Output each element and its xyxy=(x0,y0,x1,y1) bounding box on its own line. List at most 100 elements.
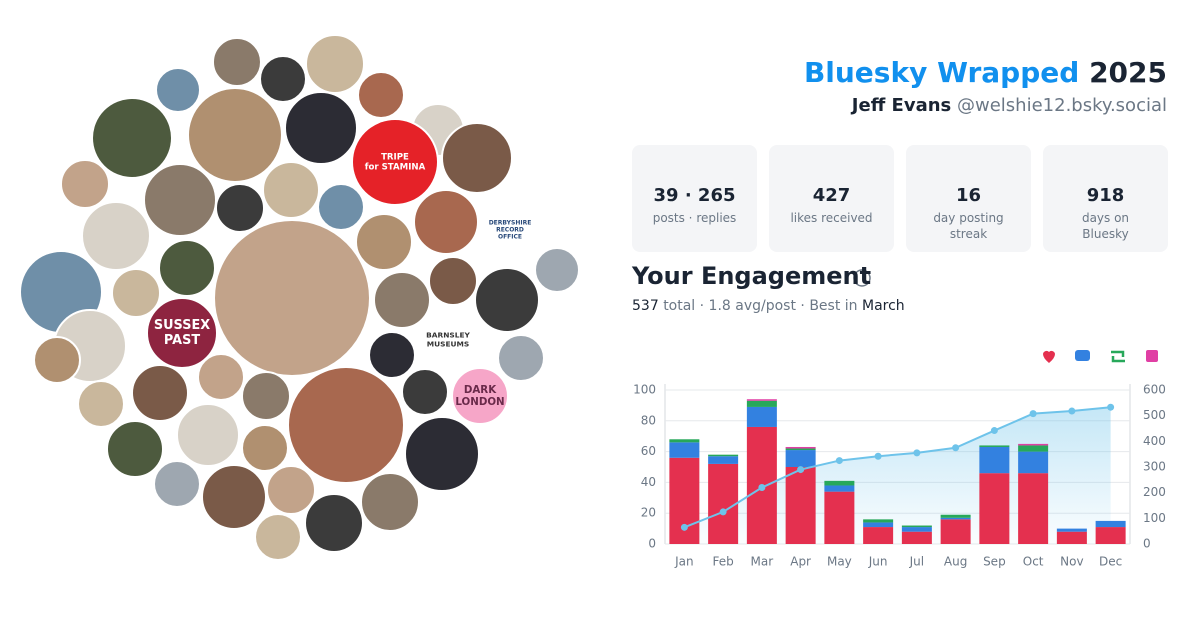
avatar[interactable] xyxy=(241,371,291,421)
y2-tick-label: 0 xyxy=(1143,537,1151,551)
avatar[interactable] xyxy=(81,201,151,271)
avatar[interactable] xyxy=(254,513,302,561)
avatar[interactable] xyxy=(77,380,125,428)
avatar[interactable] xyxy=(404,416,480,492)
avatar[interactable] xyxy=(259,55,307,103)
avatar[interactable] xyxy=(497,334,545,382)
avatar[interactable] xyxy=(284,91,358,165)
avatar[interactable] xyxy=(489,209,531,251)
avatar-text: OFFICE xyxy=(498,233,522,240)
avatar[interactable] xyxy=(305,34,365,94)
avatar-text: DERBYSHIRE xyxy=(489,220,532,227)
avatar[interactable] xyxy=(176,403,240,467)
avatar[interactable] xyxy=(60,159,110,209)
legend xyxy=(1043,350,1158,363)
bar-segment xyxy=(901,527,932,532)
bar-segment xyxy=(1056,531,1087,544)
avatar[interactable] xyxy=(212,37,262,87)
line-dot xyxy=(990,427,998,435)
bar-segment xyxy=(708,456,739,464)
avatar[interactable] xyxy=(187,87,283,183)
avatar[interactable] xyxy=(143,163,217,237)
line-dot xyxy=(1068,407,1076,415)
legend-like[interactable] xyxy=(1043,350,1055,363)
bar-segment xyxy=(901,531,932,544)
y2-tick-label: 500 xyxy=(1143,408,1166,422)
bar-segment xyxy=(863,522,894,528)
best-month: March xyxy=(862,298,905,314)
stat-value: 16 xyxy=(955,185,982,206)
avatar-text: BARNSLEY xyxy=(426,331,470,340)
avatar[interactable] xyxy=(287,366,405,484)
summary: total · 1.8 avg/post · Best in xyxy=(663,298,858,314)
x-tick-label: May xyxy=(827,555,852,569)
bar-segment xyxy=(1095,520,1126,528)
avatar[interactable] xyxy=(534,247,580,293)
avatar[interactable] xyxy=(215,183,265,233)
stat-card: 427 likes received xyxy=(769,145,894,252)
avatar[interactable] xyxy=(304,493,364,553)
line-dot xyxy=(874,452,882,460)
avatar[interactable] xyxy=(360,472,420,532)
avatar[interactable] xyxy=(213,219,371,377)
x-tick-label: Jul xyxy=(909,555,924,569)
bar-segment xyxy=(979,446,1010,474)
line-dot xyxy=(913,449,921,457)
avatar[interactable] xyxy=(197,353,245,401)
engagement-summary: 537 total · 1.8 avg/post · Best in March xyxy=(632,298,905,314)
stat-value: 39 · 265 xyxy=(653,185,736,206)
avatar[interactable] xyxy=(155,67,201,113)
avatar[interactable] xyxy=(373,271,431,329)
bar-segment xyxy=(746,399,777,401)
bar-segment xyxy=(669,439,700,443)
bar-segment xyxy=(785,446,816,449)
avatar[interactable] xyxy=(317,183,365,231)
avatar[interactable] xyxy=(474,267,540,333)
title: Bluesky Wrapped 2025 xyxy=(804,56,1167,89)
legend-reply[interactable] xyxy=(1075,350,1090,361)
avatar[interactable] xyxy=(153,460,201,508)
stat-label: posts · replies xyxy=(652,211,737,225)
avatar[interactable] xyxy=(420,312,476,368)
y-tick-label: 100 xyxy=(633,383,656,397)
avatar[interactable] xyxy=(158,239,216,297)
bar-segment xyxy=(746,406,777,427)
avatar[interactable] xyxy=(266,465,316,515)
stat-label: day posting streak xyxy=(933,211,1004,241)
avatar[interactable] xyxy=(106,420,164,478)
stat-label: likes received xyxy=(790,211,873,225)
bar-segment xyxy=(1095,527,1126,544)
x-tick-label: Aug xyxy=(944,555,967,569)
bar-segment xyxy=(785,467,816,544)
line-dot xyxy=(719,508,727,516)
avatar[interactable] xyxy=(201,464,267,530)
avatar[interactable] xyxy=(368,331,416,379)
bar-segment xyxy=(1056,528,1087,532)
avatar-text: PAST xyxy=(164,333,200,348)
info-icon[interactable] xyxy=(853,269,871,287)
avatar[interactable] xyxy=(357,71,405,119)
avatar[interactable] xyxy=(413,189,479,255)
avatar[interactable] xyxy=(111,268,161,318)
avatar-text: RECORD xyxy=(496,227,524,234)
avatar[interactable] xyxy=(91,97,173,179)
avatar[interactable] xyxy=(146,297,218,369)
bar-segment xyxy=(824,480,855,486)
avatar[interactable] xyxy=(441,122,513,194)
avatar[interactable] xyxy=(33,336,81,384)
avatar[interactable] xyxy=(262,161,320,219)
total: 537 xyxy=(632,298,659,314)
avatar[interactable] xyxy=(131,364,189,422)
avatar[interactable] xyxy=(451,367,509,425)
legend-repost[interactable] xyxy=(1111,350,1125,363)
brand: Bluesky Wrapped xyxy=(803,56,1080,89)
avatar[interactable] xyxy=(241,424,289,472)
avatar[interactable] xyxy=(351,118,439,206)
legend-quote[interactable] xyxy=(1146,350,1158,362)
line-dot xyxy=(797,466,805,474)
avatar[interactable] xyxy=(401,368,449,416)
avatar[interactable] xyxy=(428,256,478,306)
avatar-text: SUSSEX xyxy=(154,318,210,333)
avatar[interactable] xyxy=(355,213,413,271)
